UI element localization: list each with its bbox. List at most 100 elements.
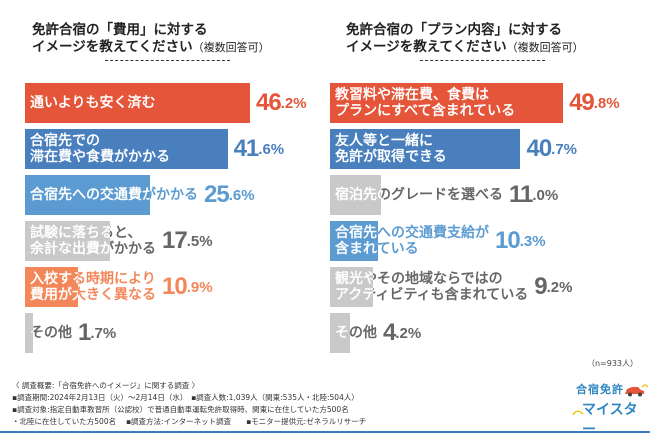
- value-label: 10.3%: [495, 221, 546, 261]
- plan-image-panel: 免許合宿の「プラン内容」に対する イメージを教えてください（複数回答可） 教習料…: [325, 0, 650, 370]
- bar-label-line: 余計な出費がかかる: [30, 241, 156, 257]
- value-label: 49.8%: [569, 83, 620, 123]
- title-subtitle: （複数回答可）: [506, 41, 584, 54]
- bar: [330, 83, 564, 123]
- value-label-decimal: .2%: [546, 278, 573, 296]
- value-label-decimal: .0%: [532, 186, 559, 204]
- bar-label-line: アクティビティも含まれている: [335, 287, 529, 303]
- bar-label: 合宿先への交通費がかかる: [30, 175, 198, 215]
- value-label: 11.0%: [509, 175, 558, 215]
- value-label: 9.2%: [534, 267, 572, 307]
- logo-text-top: 合宿免許: [576, 383, 624, 396]
- bar-row: その他 4.2%: [330, 313, 645, 353]
- value-label-integer: 10: [162, 273, 188, 300]
- bar-label: 宿泊先のグレードを選べる: [335, 175, 503, 215]
- bar: [25, 83, 250, 123]
- survey-target: ▪調査対象:指定自動車教習所（公認校）で普通自動車運転免許取得時、関東に在住して…: [12, 405, 349, 414]
- value-label: 4.2%: [383, 313, 421, 353]
- value-label: 10.9%: [162, 267, 213, 307]
- title-subtitle: （複数回答可）: [192, 41, 270, 54]
- cost-image-panel: 免許合宿の「費用」に対する イメージを教えてください（複数回答可） 通いよりも安…: [0, 0, 325, 370]
- bar-label: 合宿先への交通費支給が 含まれている: [335, 221, 489, 261]
- value-label: 46.2%: [256, 83, 307, 123]
- bar-label: 入校する時期により 費用が大きく異なる: [30, 267, 156, 307]
- bar-row: 合宿先への交通費支給が 含まれている 10.3%: [330, 221, 645, 261]
- bar: [25, 267, 79, 307]
- bar-row: 宿泊先のグレードを選べる 11.0%: [330, 175, 645, 215]
- value-label: 17.5%: [162, 221, 213, 261]
- bar-row: 入校する時期により 費用が大きく異なる 10.9%: [25, 267, 325, 307]
- value-label-decimal: .2%: [395, 324, 422, 342]
- bar: [25, 129, 228, 169]
- value-label-decimal: .6%: [258, 140, 285, 158]
- value-label-integer: 41: [233, 135, 260, 162]
- survey-period: ▪調査期間:2024年2月13日（火）～2月14日（水） ▪調査人数:1,039…: [12, 393, 359, 402]
- bar-row: 友人等と一緒に 免許が取得できる 40.7%: [330, 129, 645, 169]
- survey-summary-heading: 〈 調査概要:「合宿免許へのイメージ」に関する調査 〉: [12, 381, 200, 390]
- bar-row: 観光やその地域ならではの アクティビティも含まれている 9.2%: [330, 267, 645, 307]
- value-label-integer: 10: [495, 227, 521, 254]
- value-label: 25.6%: [204, 175, 255, 215]
- bar-label-line: プランにすべて含まれている: [335, 103, 516, 119]
- swoosh-icon: [572, 410, 584, 416]
- bar: [330, 129, 521, 169]
- bottom-rule: [0, 431, 650, 433]
- value-label-decimal: .6%: [228, 186, 255, 204]
- bar-label-line: 合宿先への交通費がかかる: [30, 187, 198, 203]
- bar-label-line: 合宿先での: [30, 133, 100, 149]
- value-label-decimal: .7%: [551, 140, 578, 158]
- bar-label-line: 友人等と一緒に: [335, 133, 433, 149]
- bar-label-line: 滞在費や食費がかかる: [30, 149, 170, 165]
- survey-method: ・北陸に在住していた方500名 ▪調査方法:インターネット調査 ▪モニター提供元…: [12, 417, 367, 426]
- value-label-integer: 49: [569, 89, 595, 116]
- value-label: 1.7%: [78, 313, 116, 353]
- bar: [330, 175, 382, 215]
- value-label-integer: 46: [255, 89, 282, 116]
- logo-text-bottom: マイスター: [582, 402, 638, 438]
- panel-title: 免許合宿の「プラン内容」に対する イメージを教えてください（複数回答可）: [346, 22, 584, 56]
- value-label-integer: 25: [204, 181, 230, 208]
- survey-summary: 〈 調査概要:「合宿免許へのイメージ」に関する調査 〉 ▪調査期間:2024年2…: [12, 380, 366, 428]
- sample-size-note: （n=933人）: [586, 359, 638, 368]
- value-label-integer: 9: [534, 273, 547, 300]
- value-label-decimal: .7%: [90, 324, 117, 342]
- value-label-decimal: .3%: [519, 232, 546, 250]
- bar-row: 教習料や滞在費、食費は プランにすべて含まれている 49.8%: [330, 83, 645, 123]
- title-line-1: 免許合宿の「費用」に対する: [32, 22, 208, 38]
- value-label-integer: 40: [526, 135, 552, 162]
- title-line-1: 免許合宿の「プラン内容」に対する: [346, 22, 562, 38]
- bar: [25, 221, 111, 261]
- bar-row: その他 1.7%: [25, 313, 325, 353]
- bar: [330, 221, 379, 261]
- bar-label-line: 試験に落ちると、: [30, 225, 142, 241]
- bar-label-line: 教習料や滞在費、食費は: [335, 87, 489, 103]
- value-label-integer: 17: [162, 227, 188, 254]
- title-underline: [420, 60, 545, 61]
- car-icon: [625, 384, 648, 397]
- bar-label: その他: [335, 313, 377, 353]
- value-label-integer: 1: [78, 319, 91, 346]
- bar-label-line: 宿泊先のグレードを選べる: [335, 187, 503, 203]
- bar-row: 通いよりも安く済む 46.2%: [25, 83, 325, 123]
- title-underline: [105, 60, 230, 61]
- bar-label-line: その他: [30, 325, 72, 341]
- bar-label-line: 合宿先への交通費支給が: [335, 225, 489, 241]
- bar-label-line: 含まれている: [335, 241, 419, 257]
- value-label-integer: 11: [509, 181, 533, 208]
- bar: [25, 175, 150, 215]
- value-label-decimal: .8%: [593, 94, 620, 112]
- title-line-2: イメージを教えてください: [346, 39, 507, 55]
- bar: [330, 313, 350, 353]
- bar-label: 友人等と一緒に 免許が取得できる: [335, 129, 447, 169]
- bar-label: その他: [30, 313, 72, 353]
- value-label: 40.7%: [526, 129, 577, 169]
- bar-row: 合宿先での 滞在費や食費がかかる 41.6%: [25, 129, 325, 169]
- bar-label-line: 通いよりも安く済む: [30, 95, 156, 111]
- panel-title: 免許合宿の「費用」に対する イメージを教えてください（複数回答可）: [32, 22, 270, 56]
- value-label-integer: 4: [383, 319, 396, 346]
- brand-logo: 合宿免許 マイスター: [572, 380, 650, 438]
- value-label: 41.6%: [234, 129, 285, 169]
- value-label-decimal: .2%: [280, 94, 307, 112]
- bar-label: 観光やその地域ならではの アクティビティも含まれている: [335, 267, 528, 307]
- value-label-decimal: .5%: [186, 232, 213, 250]
